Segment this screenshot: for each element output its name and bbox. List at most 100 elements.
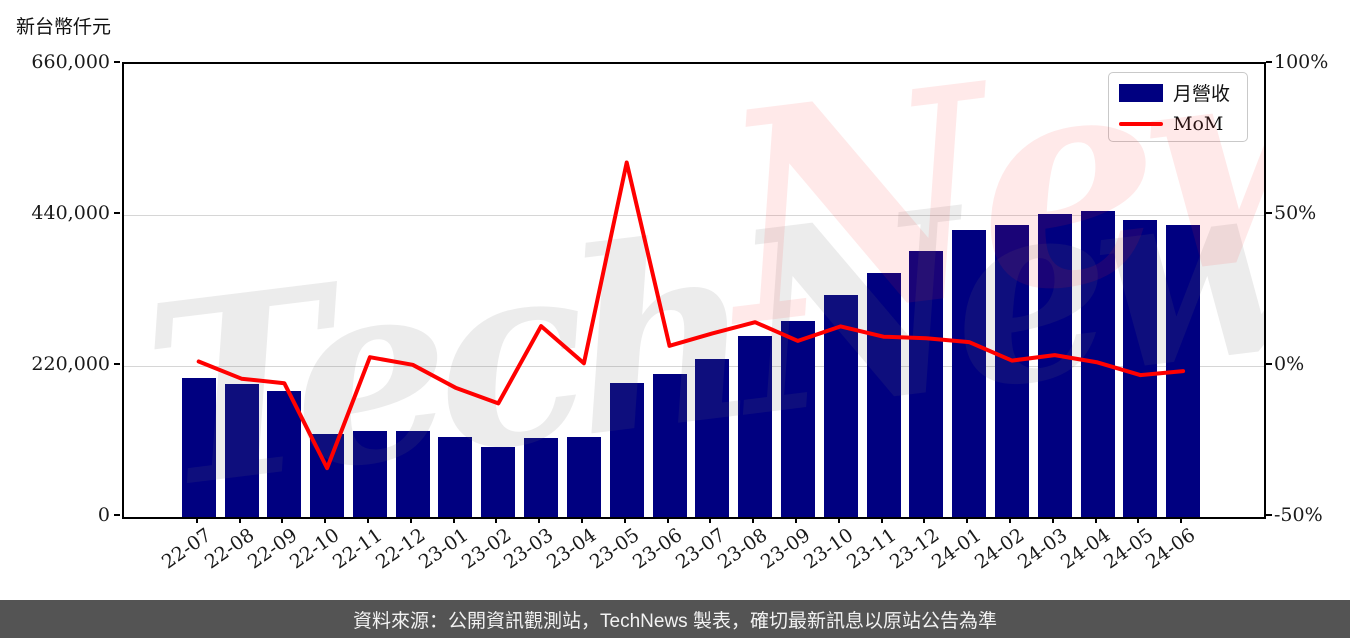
x-axis-tick-label-23-11: 23-11 [842,524,901,574]
x-axis-tick [281,517,284,523]
revenue-bar-24-05 [1123,220,1157,517]
x-axis-tick [1094,517,1097,523]
x-axis-tick [580,517,583,523]
revenue-bar-22-11 [353,431,387,517]
x-axis-tick-label-23-02: 23-02 [457,524,515,574]
left-axis-tick-label: 0 [97,504,110,526]
revenue-bar-22-12 [396,431,430,517]
x-axis-tick [837,517,840,523]
x-axis-tick-label-24-03: 24-03 [1013,524,1072,574]
revenue-bar-23-11 [867,273,901,517]
right-axis-tick-label: 0% [1274,353,1305,375]
x-axis-tick [409,517,412,523]
revenue-bar-23-04 [567,437,601,517]
x-axis-tick-label-24-06: 24-06 [1142,524,1200,574]
x-axis-tick-label-23-05: 23-05 [585,524,644,574]
left-axis-tick [114,363,120,365]
left-axis-tick-label: 440,000 [31,202,110,224]
legend-row-revenue: 月營收 [1109,79,1247,106]
x-axis-tick [538,517,541,523]
x-axis-tick [324,517,327,523]
x-axis-tick-label-23-12: 23-12 [885,524,943,574]
right-axis-tick [1266,363,1272,365]
x-axis-tick-label-23-03: 23-03 [500,524,558,574]
x-axis-tick-label-23-01: 23-01 [414,524,473,574]
x-axis-tick [923,517,926,523]
left-axis-tick-label: 220,000 [31,353,110,375]
plot-area: TechNews News [122,62,1266,519]
revenue-bar-22-07 [182,378,216,517]
x-axis-tick [752,517,755,523]
x-axis-tick-label-23-08: 23-08 [714,524,772,574]
source-footer-bar: 資料來源：公開資訊觀測站，TechNews 製表，確切最新訊息以原站公告為準 [0,600,1350,638]
revenue-bar-24-03 [1038,214,1072,517]
right-axis-tick [1266,61,1272,63]
x-axis-tick-label-22-12: 22-12 [371,524,430,574]
legend: 月營收 MoM [1108,72,1248,142]
gridline [124,366,1264,367]
revenue-bar-23-05 [610,383,644,517]
legend-row-mom: MoM [1109,113,1247,135]
x-axis-tick-label-24-05: 24-05 [1099,524,1157,574]
left-axis-tick-label: 660,000 [31,51,110,73]
left-axis-tick [114,61,120,63]
x-axis-tick-label-22-10: 22-10 [286,524,344,574]
x-axis-tick [366,517,369,523]
left-axis-tick [114,212,120,214]
revenue-bar-23-01 [438,437,472,517]
right-axis-tick-label: 50% [1274,202,1317,224]
mom-swatch-icon [1119,122,1163,126]
x-axis-tick-label-24-04: 24-04 [1056,524,1115,574]
revenue-bar-23-12 [909,251,943,517]
gridline [124,215,1264,216]
right-axis-tick [1266,212,1272,214]
x-axis-tick [623,517,626,523]
revenue-swatch-icon [1119,83,1163,102]
x-axis-tick-label-23-09: 23-09 [757,524,815,574]
source-footer-text: 資料來源：公開資訊觀測站，TechNews 製表，確切最新訊息以原站公告為準 [353,610,997,632]
x-axis-tick-label-23-04: 23-04 [543,524,601,574]
x-axis-tick-label-22-11: 22-11 [329,524,387,574]
x-axis-tick [666,517,669,523]
revenue-bar-23-06 [653,374,687,517]
mom-line [196,160,1186,471]
revenue-bar-24-01 [952,230,986,517]
left-axis-tick [114,514,120,516]
x-axis-tick [495,517,498,523]
x-axis-tick [452,517,455,523]
x-axis-tick [966,517,969,523]
x-axis-tick-label-22-07: 22-07 [157,524,216,574]
x-axis-tick-label-23-06: 23-06 [628,524,687,574]
x-axis-tick [1008,517,1011,523]
right-axis-tick-label: -50% [1274,504,1323,526]
mom-line-chart [196,160,1186,471]
x-axis-tick-label-24-02: 24-02 [971,524,1029,574]
revenue-bar-23-09 [781,321,815,517]
legend-mom-label: MoM [1173,113,1224,135]
revenue-bar-23-02 [481,447,515,517]
x-axis-tick [195,517,198,523]
revenue-bar-23-07 [695,359,729,517]
x-axis-tick [709,517,712,523]
left-axis-unit-label: 新台幣仟元 [16,16,112,38]
right-axis-tick [1266,514,1272,516]
x-axis-tick-label-23-10: 23-10 [799,524,858,574]
x-axis-tick [238,517,241,523]
x-axis-tick-label-23-07: 23-07 [671,524,729,574]
right-axis-tick-label: 100% [1274,51,1329,73]
revenue-bar-22-08 [225,384,259,517]
x-axis-tick [1051,517,1054,523]
x-axis-tick-label-22-09: 22-09 [243,524,301,574]
revenue-bar-22-09 [267,391,301,517]
x-axis-tick [880,517,883,523]
x-axis-tick-label-24-01: 24-01 [928,524,986,574]
x-axis-tick-label-22-08: 22-08 [200,524,259,574]
revenue-bar-23-03 [524,438,558,517]
revenue-bar-23-08 [738,336,772,517]
x-axis-tick [1180,517,1183,523]
x-axis-tick [1137,517,1140,523]
legend-revenue-label: 月營收 [1173,83,1231,105]
revenue-bar-24-02 [995,225,1029,517]
x-axis-tick [794,517,797,523]
